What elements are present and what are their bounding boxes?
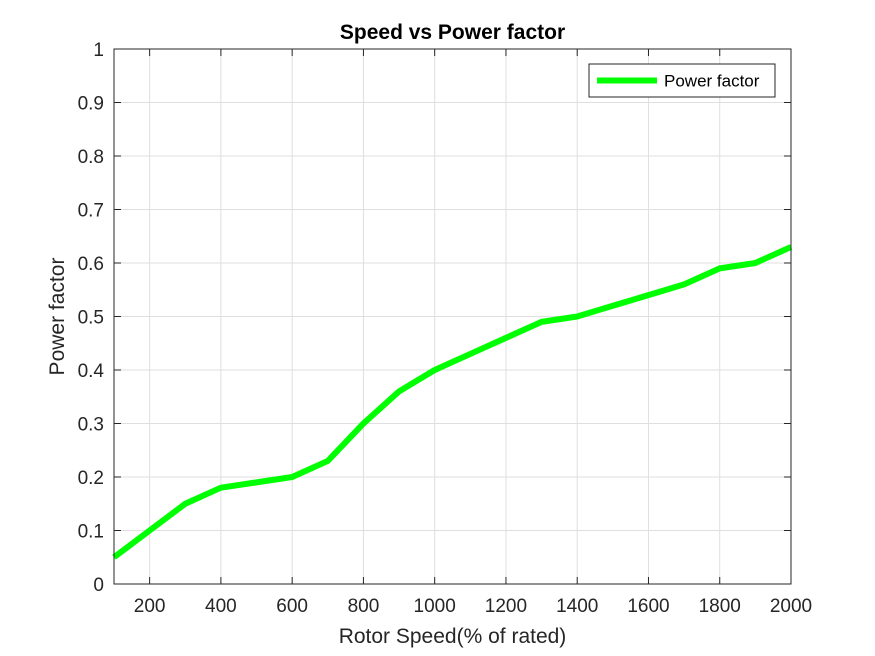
- y-tick-label: 0.1: [78, 522, 104, 543]
- data-point: [256, 482, 257, 483]
- y-tick-label: 1: [93, 40, 104, 61]
- series-line: [112, 244, 793, 560]
- data-point: [612, 305, 613, 306]
- data-point: [755, 263, 756, 264]
- legend-entry: Power factor: [664, 72, 760, 91]
- x-tick-label: 200: [134, 596, 166, 617]
- x-axis-label: Rotor Speed(% of rated): [339, 625, 567, 648]
- x-tick-label: 800: [348, 596, 380, 617]
- x-tick-label: 600: [276, 596, 308, 617]
- y-tick-label: 0.7: [78, 201, 104, 222]
- y-tick-label: 0.9: [78, 94, 104, 115]
- axis-ticks: 200 400 600 800 1000 1200 1400 1600 1800 2000 0 0.1…: [78, 40, 813, 617]
- data-point: [505, 337, 506, 338]
- legend: Power factor: [588, 63, 776, 98]
- data-point: [220, 487, 221, 488]
- data-point: [684, 284, 685, 285]
- y-axis-label: Power factor: [46, 258, 69, 376]
- data-point: [363, 423, 364, 424]
- y-tick-label: 0.6: [78, 254, 104, 275]
- x-tick-label: 400: [205, 596, 237, 617]
- y-tick-label: 0.8: [78, 147, 104, 168]
- data-point: [577, 316, 578, 317]
- data-point: [327, 460, 328, 461]
- x-tick-label: 1200: [485, 596, 527, 617]
- x-tick-label: 1000: [414, 596, 456, 617]
- data-point: [648, 295, 649, 296]
- data-point: [719, 268, 720, 269]
- data-point: [541, 321, 542, 322]
- data-point: [399, 391, 400, 392]
- data-point: [292, 477, 293, 478]
- x-tick-label: 1600: [627, 596, 669, 617]
- y-tick-label: 0.3: [78, 415, 104, 436]
- data-point: [434, 370, 435, 371]
- x-tick-label: 1800: [699, 596, 741, 617]
- data-point: [185, 503, 186, 504]
- y-tick-label: 0: [93, 575, 104, 596]
- chart-title: Speed vs Power factor: [340, 21, 565, 44]
- x-tick-label: 2000: [770, 596, 812, 617]
- data-point: [470, 353, 471, 354]
- x-tick-label: 1400: [556, 596, 598, 617]
- series-group: [112, 244, 793, 560]
- y-tick-label: 0.4: [78, 361, 105, 382]
- data-point: [149, 530, 150, 531]
- y-tick-label: 0.2: [78, 468, 104, 489]
- y-tick-label: 0.5: [78, 308, 104, 329]
